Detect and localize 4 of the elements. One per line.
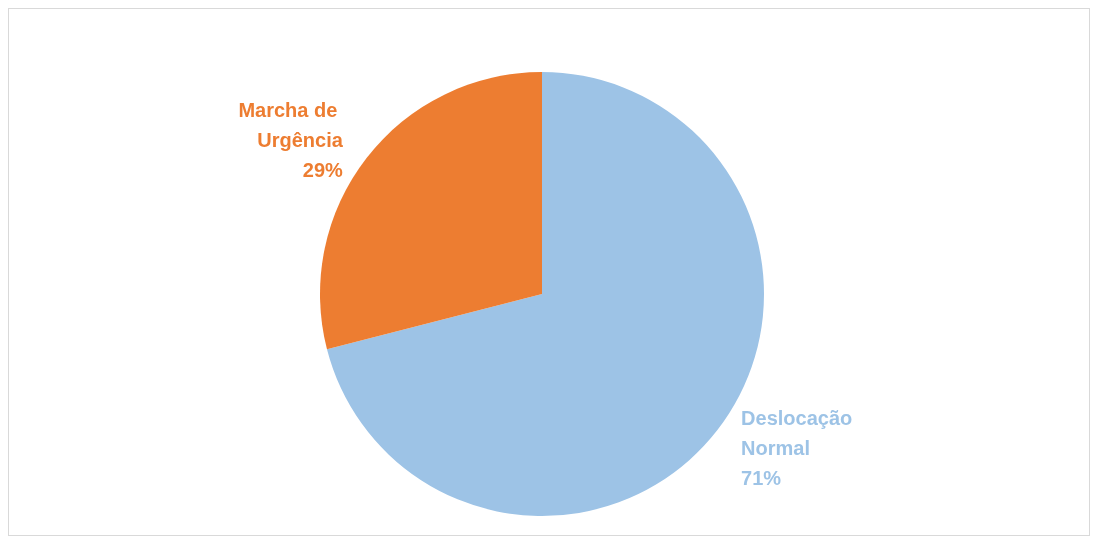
data-label: 29% xyxy=(302,158,344,181)
slice-label: Deslocação Normal xyxy=(741,407,858,460)
data-label: 71% xyxy=(741,467,782,490)
slice-label: Marcha de Urgência xyxy=(238,98,344,151)
